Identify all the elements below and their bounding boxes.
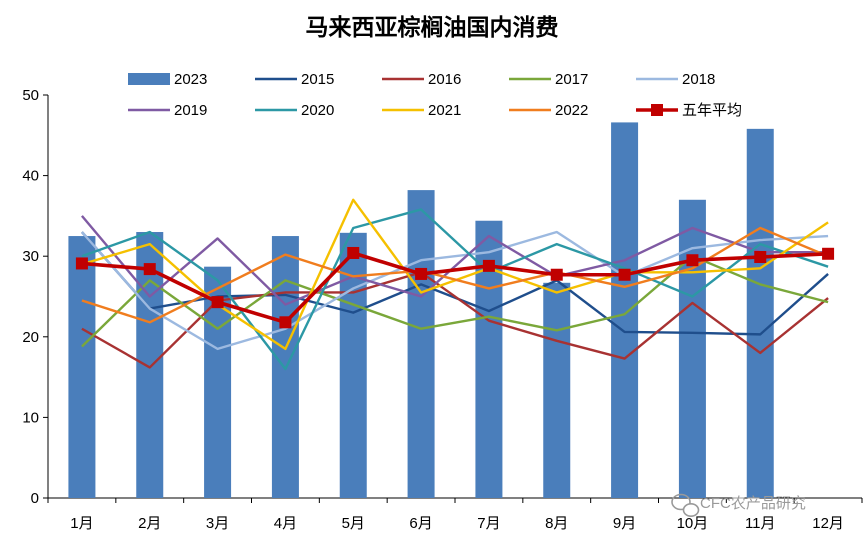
x-tick-label: 11月 bbox=[745, 515, 776, 532]
legend-item: 2021 bbox=[382, 102, 461, 119]
legend-item: 2023 bbox=[128, 71, 207, 88]
legend-item: 2017 bbox=[509, 71, 588, 88]
average-point bbox=[75, 257, 88, 270]
legend-label: 2016 bbox=[428, 71, 461, 88]
y-tick-label: 30 bbox=[22, 248, 39, 265]
line-2022 bbox=[81, 226, 829, 324]
average-point bbox=[211, 296, 224, 309]
bar-2023 bbox=[407, 190, 435, 498]
average-point bbox=[686, 254, 699, 267]
legend-label: 2018 bbox=[682, 71, 715, 88]
bar-2023 bbox=[611, 122, 639, 499]
bar-2023 bbox=[68, 236, 96, 499]
line-2021 bbox=[81, 198, 829, 351]
legend-label: 2021 bbox=[428, 102, 461, 119]
legend-label: 五年平均 bbox=[682, 102, 742, 119]
line-2018 bbox=[81, 230, 829, 351]
x-tick-label: 1月 bbox=[70, 515, 93, 532]
legend-swatch bbox=[128, 73, 170, 85]
legend: 2023 2015 2016 2017 2018 2019 2020 2021 2022 五年平均 bbox=[128, 71, 742, 119]
x-tick-label: 12月 bbox=[812, 515, 844, 532]
watermark: CFC农产品研究 bbox=[671, 493, 806, 517]
average-point bbox=[347, 246, 360, 259]
average-point bbox=[754, 251, 767, 264]
legend-label: 2015 bbox=[301, 71, 334, 88]
average-point bbox=[822, 247, 835, 260]
x-tick-label: 4月 bbox=[274, 515, 297, 532]
x-tick-label: 5月 bbox=[342, 515, 365, 532]
legend-item: 五年平均 bbox=[636, 102, 742, 119]
y-tick-label: 10 bbox=[22, 409, 39, 426]
x-tick-label: 3月 bbox=[206, 515, 229, 532]
legend-label: 2022 bbox=[555, 102, 588, 119]
average-point bbox=[550, 268, 563, 281]
y-tick-label: 40 bbox=[22, 168, 39, 185]
wechat-icon bbox=[671, 493, 700, 517]
bar-2023 bbox=[746, 128, 774, 499]
y-tick-label: 20 bbox=[22, 329, 39, 346]
x-tick-label: 10月 bbox=[677, 515, 709, 532]
legend-item: 2019 bbox=[128, 102, 207, 119]
legend-item: 2022 bbox=[509, 102, 588, 119]
legend-label: 2017 bbox=[555, 71, 588, 88]
line-five-year-average bbox=[81, 251, 829, 325]
line-2019 bbox=[80, 215, 829, 306]
legend-item: 2016 bbox=[382, 71, 461, 88]
line-2020 bbox=[81, 208, 829, 371]
bar-2023 bbox=[543, 282, 571, 498]
chart-title: 马来西亚棕榈油国内消费 bbox=[306, 14, 559, 41]
legend-label: 2020 bbox=[301, 102, 334, 119]
x-tick-label: 9月 bbox=[613, 515, 636, 532]
plot-area: 0 10 20 30 40 50 1月 2月 3月 4月 5月 6月 7月 8月 9月 10月 11月 12月 bbox=[22, 87, 863, 532]
x-tick-label: 2月 bbox=[138, 515, 161, 532]
average-point bbox=[482, 259, 495, 272]
y-tick-label: 50 bbox=[22, 87, 39, 104]
bar-2023 bbox=[136, 232, 164, 498]
line-2016 bbox=[81, 271, 829, 369]
legend-label: 2019 bbox=[174, 102, 207, 119]
legend-marker bbox=[651, 104, 663, 116]
x-tick-label: 6月 bbox=[409, 515, 432, 532]
x-tick-label: 7月 bbox=[477, 515, 500, 532]
legend-item: 2020 bbox=[255, 102, 334, 119]
legend-label: 2023 bbox=[174, 71, 207, 88]
watermark-text: CFC农产品研究 bbox=[700, 495, 806, 512]
average-point bbox=[618, 268, 631, 281]
legend-item: 2015 bbox=[255, 71, 334, 88]
average-point bbox=[415, 267, 428, 280]
average-point bbox=[279, 316, 292, 329]
y-tick-label: 0 bbox=[31, 490, 39, 507]
average-point bbox=[143, 263, 156, 276]
bar-2023 bbox=[678, 199, 706, 498]
legend-item: 2018 bbox=[636, 71, 715, 88]
x-tick-label: 8月 bbox=[545, 515, 568, 532]
